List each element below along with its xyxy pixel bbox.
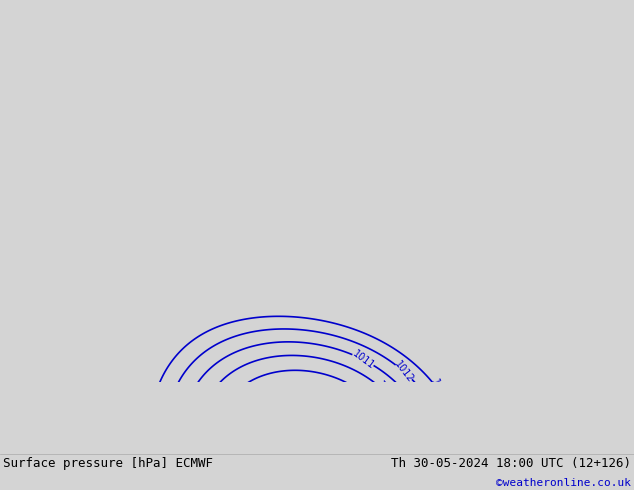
Text: 1011: 1011 bbox=[351, 348, 376, 371]
Text: 1007: 1007 bbox=[273, 445, 297, 469]
Text: 1013: 1013 bbox=[429, 378, 449, 404]
Text: Surface pressure [hPa] ECMWF: Surface pressure [hPa] ECMWF bbox=[3, 457, 213, 470]
Text: 1010: 1010 bbox=[374, 379, 396, 405]
Text: 1009: 1009 bbox=[238, 476, 262, 490]
Text: ©weatheronline.co.uk: ©weatheronline.co.uk bbox=[496, 478, 631, 489]
Text: 1008: 1008 bbox=[330, 389, 354, 413]
Text: 1012: 1012 bbox=[392, 359, 416, 385]
Text: Th 30-05-2024 18:00 UTC (12+126): Th 30-05-2024 18:00 UTC (12+126) bbox=[391, 457, 631, 470]
